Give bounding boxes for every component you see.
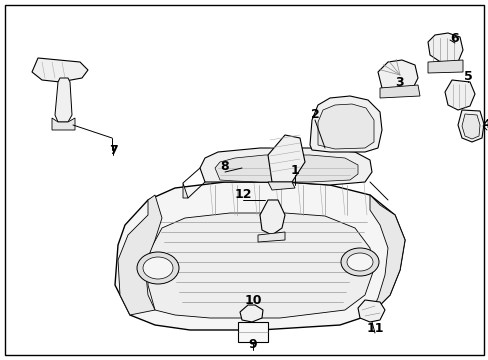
Text: 1: 1 bbox=[290, 163, 299, 176]
Polygon shape bbox=[309, 96, 381, 152]
Text: 12: 12 bbox=[234, 189, 251, 202]
Text: 4: 4 bbox=[482, 118, 488, 131]
Polygon shape bbox=[260, 200, 285, 235]
Text: 10: 10 bbox=[244, 293, 261, 306]
Text: 5: 5 bbox=[463, 69, 471, 82]
Polygon shape bbox=[32, 58, 88, 82]
Polygon shape bbox=[369, 195, 404, 315]
Polygon shape bbox=[427, 60, 462, 73]
Text: 3: 3 bbox=[395, 77, 404, 90]
Polygon shape bbox=[444, 80, 474, 110]
Ellipse shape bbox=[137, 252, 179, 284]
Polygon shape bbox=[379, 85, 419, 98]
Polygon shape bbox=[115, 182, 404, 330]
Polygon shape bbox=[52, 118, 75, 130]
Text: 6: 6 bbox=[450, 31, 458, 45]
Text: 7: 7 bbox=[108, 144, 117, 157]
Ellipse shape bbox=[142, 257, 173, 279]
Text: 9: 9 bbox=[248, 338, 257, 351]
Ellipse shape bbox=[340, 248, 378, 276]
Polygon shape bbox=[200, 148, 371, 185]
Ellipse shape bbox=[346, 253, 372, 271]
Polygon shape bbox=[118, 195, 162, 315]
Polygon shape bbox=[258, 232, 285, 242]
Polygon shape bbox=[238, 322, 267, 342]
Polygon shape bbox=[357, 300, 384, 322]
Polygon shape bbox=[215, 155, 357, 182]
Text: 11: 11 bbox=[366, 321, 383, 334]
Polygon shape bbox=[427, 33, 462, 65]
Polygon shape bbox=[55, 78, 72, 122]
Polygon shape bbox=[461, 114, 479, 139]
Polygon shape bbox=[267, 182, 294, 190]
Polygon shape bbox=[240, 305, 263, 322]
Polygon shape bbox=[267, 135, 305, 182]
Polygon shape bbox=[377, 60, 417, 95]
Polygon shape bbox=[457, 110, 483, 142]
Polygon shape bbox=[317, 104, 373, 149]
Text: 2: 2 bbox=[310, 108, 319, 122]
Polygon shape bbox=[183, 183, 187, 198]
Text: 8: 8 bbox=[220, 161, 229, 174]
Polygon shape bbox=[148, 213, 372, 318]
